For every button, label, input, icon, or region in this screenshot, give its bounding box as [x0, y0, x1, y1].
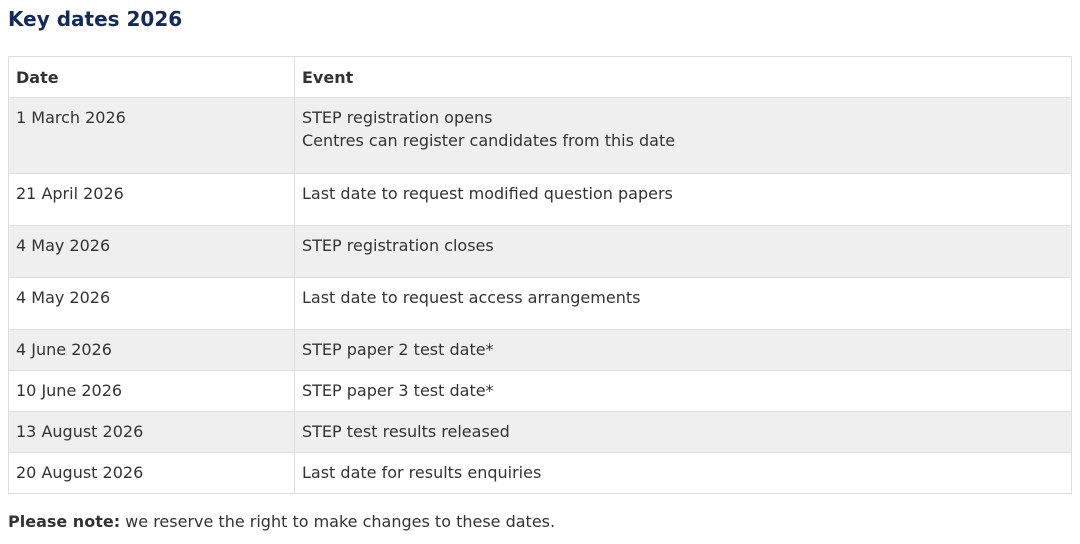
date-cell: 1 March 2026	[8, 97, 295, 174]
table-header-row: Date Event	[8, 56, 1072, 98]
table-row: 1 March 2026 STEP registration opens Cent…	[8, 97, 1072, 174]
event-cell: Last date for results enquiries	[294, 452, 1072, 494]
date-cell: 21 April 2026	[8, 173, 295, 226]
date-cell: 10 June 2026	[8, 370, 295, 412]
note-label: Please note:	[8, 512, 121, 531]
event-cell: STEP registration closes	[294, 225, 1072, 278]
date-cell: 4 May 2026	[8, 225, 295, 278]
event-cell: Last date to request access arrangements	[294, 277, 1072, 330]
table-row: 4 June 2026 STEP paper 2 test date*	[8, 329, 1072, 371]
event-cell: Last date to request modified question p…	[294, 173, 1072, 226]
date-cell: 4 May 2026	[8, 277, 295, 330]
table-row: 4 May 2026 Last date to request access a…	[8, 277, 1072, 330]
column-header-event: Event	[294, 56, 1072, 98]
event-detail: Centres can register candidates from thi…	[302, 131, 676, 150]
date-cell: 13 August 2026	[8, 411, 295, 453]
column-header-date: Date	[8, 56, 295, 98]
table-row: 4 May 2026 STEP registration closes	[8, 225, 1072, 278]
key-dates-table: Date Event 1 March 2026 STEP registratio…	[8, 56, 1072, 494]
event-cell: STEP paper 3 test date*	[294, 370, 1072, 412]
event-text: STEP registration opens	[302, 108, 493, 127]
table-row: 20 August 2026 Last date for results enq…	[8, 452, 1072, 494]
event-cell: STEP paper 2 test date*	[294, 329, 1072, 371]
note-text: we reserve the right to make changes to …	[120, 512, 556, 531]
event-cell: STEP registration opens Centres can regis…	[294, 97, 1072, 174]
table-row: 13 August 2026 STEP test results release…	[8, 411, 1072, 453]
date-cell: 20 August 2026	[8, 452, 295, 494]
note: Please note: we reserve the right to mak…	[8, 510, 555, 533]
event-cell: STEP test results released	[294, 411, 1072, 453]
page-title: Key dates 2026	[8, 7, 183, 31]
table-row: 10 June 2026 STEP paper 3 test date*	[8, 370, 1072, 412]
table-row: 21 April 2026 Last date to request modif…	[8, 173, 1072, 226]
date-cell: 4 June 2026	[8, 329, 295, 371]
